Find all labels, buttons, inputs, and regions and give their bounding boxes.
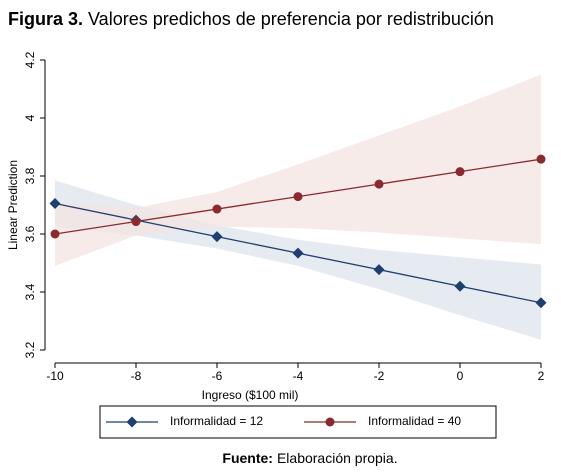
confidence-band	[55, 74, 541, 266]
x-axis-label: Ingreso ($100 mil)	[202, 388, 299, 402]
point	[374, 179, 384, 189]
x-tick-label: -2	[374, 369, 385, 383]
axes: 3.2 3.4 3.6 3.8 4 4.2 -10 -8 -6 -4 -2 0 2	[23, 51, 544, 383]
y-tick-label: 3.8	[23, 167, 37, 184]
point	[212, 204, 222, 214]
source-text: Elaboración propia.	[277, 450, 398, 466]
chart-title: Figura 3. Valores predichos de preferenci…	[8, 9, 494, 29]
point	[50, 229, 60, 239]
legend: Informalidad = 12 Informalidad = 40	[106, 414, 461, 428]
point	[49, 198, 61, 210]
point	[131, 217, 141, 227]
legend-label: Informalidad = 12	[170, 414, 263, 428]
y-tick-label: 4.2	[23, 51, 37, 68]
x-tick-label: 0	[457, 369, 464, 383]
bands	[55, 74, 541, 340]
x-tick-label: -6	[212, 369, 223, 383]
title-text: Valores predichos de preferencia por red…	[88, 9, 494, 29]
y-axis-label: Linear Prediction	[6, 160, 20, 250]
lines	[49, 154, 547, 309]
point	[292, 247, 304, 259]
y-tick-label: 3.6	[23, 225, 37, 242]
source-label: Fuente:	[222, 450, 273, 466]
legend-marker	[126, 416, 138, 428]
point	[293, 192, 303, 202]
legend-box	[99, 405, 497, 439]
legend-label: Informalidad = 40	[368, 414, 461, 428]
y-tick-label: 3.2	[23, 341, 37, 358]
point	[535, 297, 547, 309]
point	[455, 167, 465, 177]
x-tick-label: -8	[131, 369, 142, 383]
point	[536, 154, 546, 164]
source-note: Fuente: Elaboración propia.	[222, 450, 397, 466]
point	[211, 231, 223, 243]
point	[454, 280, 466, 292]
y-tick-label: 4	[23, 114, 37, 121]
title-label: Figura 3.	[8, 9, 83, 29]
point	[373, 264, 385, 276]
x-tick-label: -10	[46, 369, 64, 383]
legend-marker	[325, 417, 335, 427]
x-tick-label: -4	[293, 369, 304, 383]
y-tick-label: 3.4	[23, 283, 37, 300]
x-tick-label: 2	[538, 369, 545, 383]
